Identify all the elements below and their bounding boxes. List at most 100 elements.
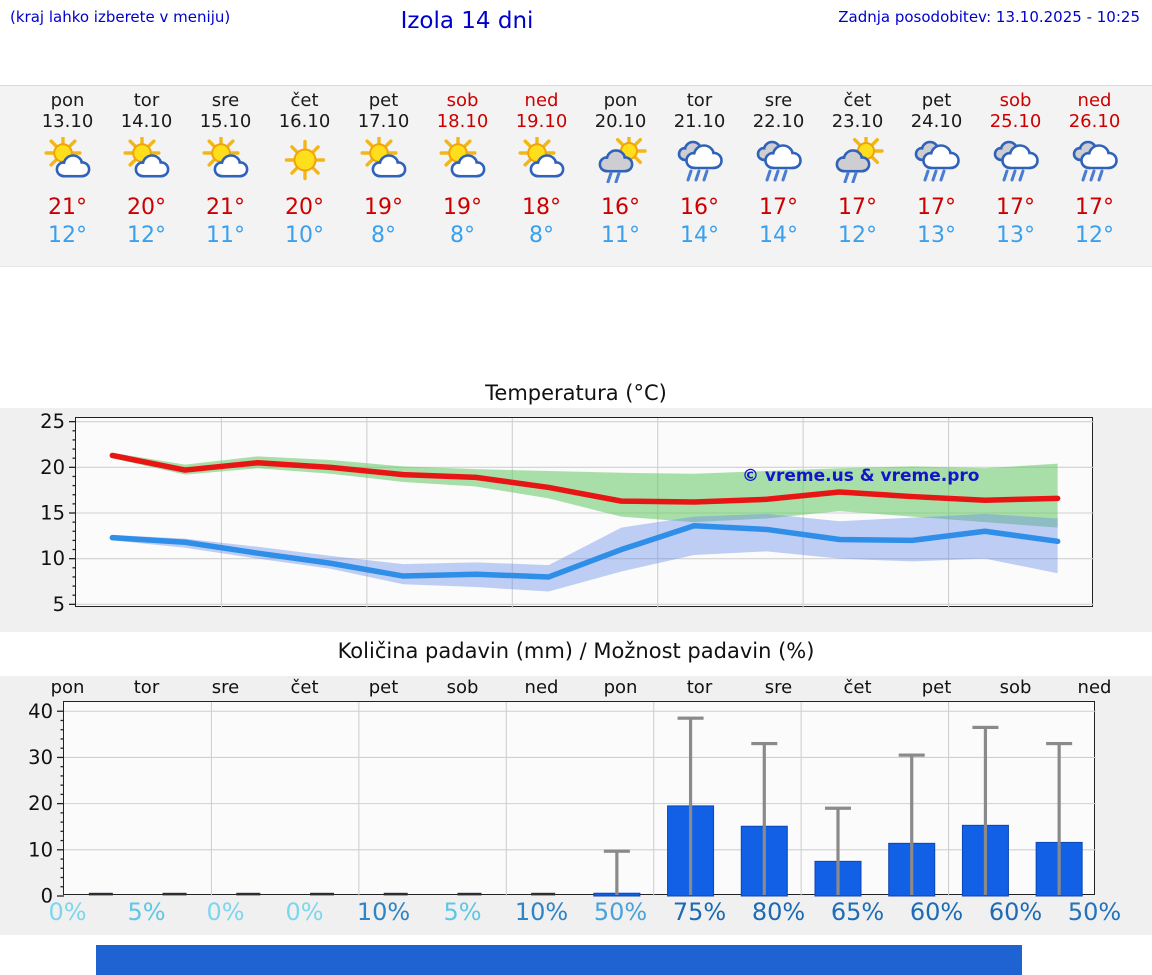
- sun-cloud-icon: [423, 134, 502, 191]
- high-temperature: 16°: [680, 195, 719, 220]
- precipitation-chart-title: Količina padavin (mm) / Možnost padavin …: [337, 639, 815, 663]
- forecast-day-column[interactable]: sre 22.10 17° 14°: [739, 86, 818, 268]
- day-name: tor: [133, 90, 160, 111]
- watermark-link[interactable]: © vreme.us & vreme.pro: [742, 466, 980, 486]
- temperature-chart-title: Temperatura (°C): [485, 381, 667, 405]
- day-name: ned: [1077, 90, 1112, 111]
- precip-probability-label: 50%: [1067, 898, 1122, 926]
- day-name: sre: [764, 90, 793, 111]
- page-title: Izola 14 dni: [400, 8, 534, 34]
- sun-cloud-icon: [28, 134, 107, 191]
- forecast-day-column[interactable]: sob 18.10 19° 8°: [423, 86, 502, 268]
- day-name: sob: [446, 90, 479, 111]
- cloud-rain-icon: [976, 137, 1055, 191]
- svg-text:15: 15: [40, 502, 65, 525]
- svg-text:20: 20: [28, 792, 53, 815]
- precip-day-label: pon: [50, 677, 85, 698]
- day-date: 24.10: [910, 111, 963, 132]
- precip-probability-label: 10%: [356, 898, 411, 926]
- day-name: čet: [843, 90, 872, 111]
- forecast-day-column[interactable]: ned 26.10 17° 12°: [1055, 86, 1134, 268]
- precip-probability-label: 65%: [830, 898, 885, 926]
- high-temperature: 21°: [206, 195, 245, 220]
- day-date: 19.10: [515, 111, 568, 132]
- high-temperature: 17°: [917, 195, 956, 220]
- low-temperature: 11°: [601, 223, 640, 248]
- precip-probability-label: 10%: [514, 898, 569, 926]
- high-temperature: 18°: [522, 195, 561, 220]
- high-temperature: 21°: [48, 195, 87, 220]
- forecast-day-column[interactable]: pon 20.10 16° 11°: [581, 86, 660, 268]
- day-date: 14.10: [120, 111, 173, 132]
- high-temperature: 16°: [601, 195, 640, 220]
- forecast-day-column[interactable]: čet 23.10 17° 12°: [818, 86, 897, 268]
- high-temperature: 17°: [1075, 195, 1114, 220]
- high-temperature: 19°: [364, 195, 403, 220]
- day-name: tor: [686, 90, 713, 111]
- high-temperature: 19°: [443, 195, 482, 220]
- precip-day-label: ned: [524, 677, 559, 698]
- last-update-label: Zadnja posodobitev: 13.10.2025 - 10:25: [838, 8, 1140, 26]
- bottom-banner[interactable]: [96, 945, 1022, 975]
- high-temperature: 20°: [127, 195, 166, 220]
- temperature-plot-area: 5 10 15 20 25: [40, 410, 1094, 616]
- forecast-day-column[interactable]: pet 24.10 17° 13°: [897, 86, 976, 268]
- low-temperature: 14°: [759, 223, 798, 248]
- forecast-day-column[interactable]: sre 15.10 21° 11°: [186, 86, 265, 268]
- cloud-rain-icon: [1055, 137, 1134, 191]
- precip-day-label: sob: [999, 677, 1032, 698]
- forecast-day-column[interactable]: tor 21.10 16° 14°: [660, 86, 739, 268]
- precip-day-label: tor: [133, 677, 160, 698]
- low-temperature: 12°: [1075, 223, 1114, 248]
- precip-probability-label: 75%: [672, 898, 727, 926]
- high-temperature: 20°: [285, 195, 324, 220]
- high-temperature: 17°: [996, 195, 1035, 220]
- day-name: pon: [50, 90, 85, 111]
- sun-cloud-icon: [186, 134, 265, 191]
- forecast-day-column[interactable]: tor 14.10 20° 12°: [107, 86, 186, 268]
- precip-probability-label: 50%: [593, 898, 648, 926]
- low-temperature: 8°: [529, 223, 554, 248]
- precip-day-label: čet: [290, 677, 319, 698]
- high-temperature: 17°: [838, 195, 877, 220]
- day-date: 21.10: [673, 111, 726, 132]
- precip-probability-label: 0%: [48, 898, 87, 926]
- svg-text:10: 10: [28, 838, 53, 861]
- cloud-rain-icon: [897, 137, 976, 191]
- precip-day-label: ned: [1077, 677, 1112, 698]
- sun-cloud-rain-icon: [818, 133, 897, 191]
- day-date: 23.10: [831, 111, 884, 132]
- low-temperature: 13°: [996, 223, 1035, 248]
- precip-day-label: sre: [211, 677, 240, 698]
- svg-text:30: 30: [28, 746, 53, 769]
- forecast-day-column[interactable]: ned 19.10 18° 8°: [502, 86, 581, 268]
- cloud-rain-icon: [739, 137, 818, 191]
- day-name: pon: [603, 90, 638, 111]
- day-date: 25.10: [989, 111, 1042, 132]
- precip-probability-label: 80%: [751, 898, 806, 926]
- day-date: 15.10: [199, 111, 252, 132]
- svg-text:0: 0: [41, 885, 53, 908]
- forecast-day-column[interactable]: sob 25.10 17° 13°: [976, 86, 1055, 268]
- precip-day-label: pet: [921, 677, 952, 698]
- precip-probability-label: 60%: [988, 898, 1043, 926]
- precip-day-label: sob: [446, 677, 479, 698]
- precip-probability-label: 0%: [206, 898, 245, 926]
- day-date: 13.10: [41, 111, 94, 132]
- forecast-day-column[interactable]: pet 17.10 19° 8°: [344, 86, 423, 268]
- low-temperature: 8°: [450, 223, 475, 248]
- temperature-chart: 5 10 15 20 25 © vreme.us & vreme.pro: [0, 408, 1152, 632]
- sun-cloud-icon: [502, 134, 581, 191]
- svg-text:40: 40: [28, 700, 53, 723]
- forecast-day-column[interactable]: pon 13.10 21° 12°: [28, 86, 107, 268]
- svg-text:10: 10: [40, 547, 65, 570]
- high-temperature: 17°: [759, 195, 798, 220]
- day-date: 20.10: [594, 111, 647, 132]
- precip-day-label: pon: [603, 677, 638, 698]
- precipitation-chart: 0 10 20 30 40 pon tor sre čet pet sob ned pon tor sre…: [0, 676, 1152, 935]
- forecast-day-column[interactable]: čet 16.10 20° 10°: [265, 86, 344, 268]
- temperature-lines-svg: 5 10 15 20 25: [40, 410, 1094, 616]
- precip-day-label: tor: [686, 677, 713, 698]
- day-name: pet: [921, 90, 952, 111]
